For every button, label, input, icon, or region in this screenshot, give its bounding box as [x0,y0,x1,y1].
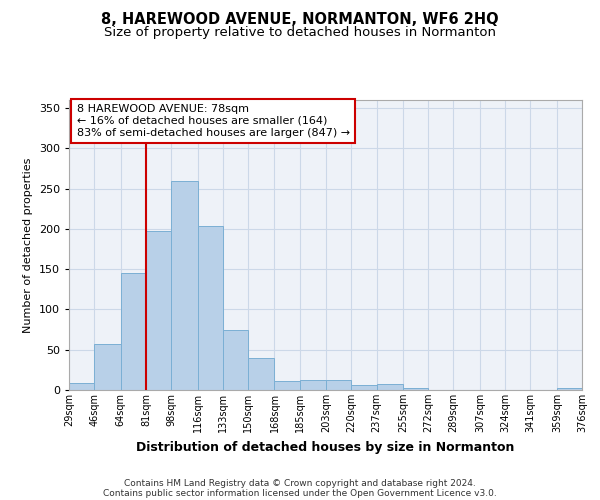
Bar [248,358,274,390]
Text: Contains public sector information licensed under the Open Government Licence v3: Contains public sector information licen… [103,488,497,498]
Bar [274,381,299,390]
Text: Contains HM Land Registry data © Crown copyright and database right 2024.: Contains HM Land Registry data © Crown c… [124,478,476,488]
Bar [377,384,403,390]
Text: Size of property relative to detached houses in Normanton: Size of property relative to detached ho… [104,26,496,39]
Bar [197,226,223,390]
Bar [121,273,146,390]
Bar [146,230,171,390]
Bar [171,180,197,390]
Bar [223,330,248,390]
Text: 8 HAREWOOD AVENUE: 78sqm
← 16% of detached houses are smaller (164)
83% of semi-: 8 HAREWOOD AVENUE: 78sqm ← 16% of detach… [77,104,350,138]
Bar [557,388,582,390]
Bar [352,385,377,390]
Y-axis label: Number of detached properties: Number of detached properties [23,158,33,332]
Bar [69,383,94,390]
Bar [94,344,121,390]
Text: 8, HAREWOOD AVENUE, NORMANTON, WF6 2HQ: 8, HAREWOOD AVENUE, NORMANTON, WF6 2HQ [101,12,499,28]
Bar [403,388,428,390]
Bar [326,380,352,390]
Bar [299,380,326,390]
X-axis label: Distribution of detached houses by size in Normanton: Distribution of detached houses by size … [136,440,515,454]
